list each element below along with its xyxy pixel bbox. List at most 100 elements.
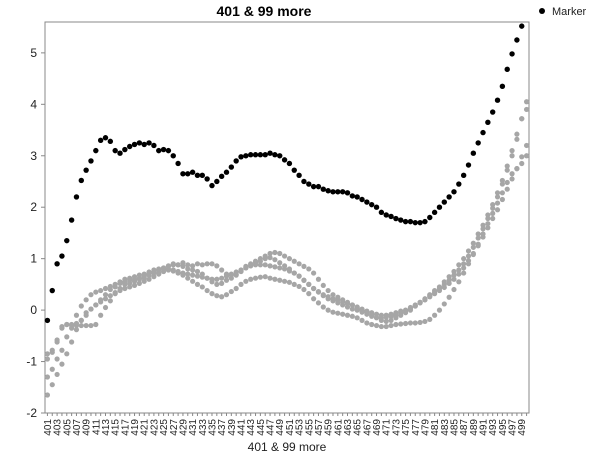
other-point <box>170 267 176 273</box>
other-point <box>93 321 99 328</box>
other-point <box>432 312 438 318</box>
other-point <box>141 271 147 277</box>
marker-point <box>112 147 118 154</box>
other-point <box>311 285 317 292</box>
other-point <box>160 265 167 271</box>
x-tick-label: 493 <box>488 419 499 436</box>
marker-point <box>456 181 462 187</box>
other-point <box>485 212 491 218</box>
other-point <box>359 317 365 323</box>
x-tick-label: 465 <box>353 419 364 436</box>
other-point <box>509 153 515 159</box>
plot-area-frame <box>44 21 530 414</box>
other-point <box>320 282 326 289</box>
other-point <box>301 277 307 283</box>
marker-point <box>431 209 438 216</box>
x-tick-label: 421 <box>140 419 151 436</box>
marker-point <box>378 209 385 216</box>
other-point <box>451 276 457 282</box>
other-point <box>311 296 317 302</box>
other-point <box>407 320 414 326</box>
other-point <box>219 275 225 281</box>
other-point <box>306 281 312 287</box>
x-tick-label: 467 <box>362 419 373 436</box>
legend[interactable]: Marker <box>539 6 587 18</box>
other-point <box>325 307 331 313</box>
marker-point <box>494 97 501 103</box>
x-tick-label: 407 <box>72 419 83 436</box>
other-point <box>499 190 505 196</box>
marker-point <box>446 194 452 200</box>
other-point <box>233 285 239 292</box>
marker-point <box>383 212 389 218</box>
x-tick-label: 443 <box>246 419 257 436</box>
other-point <box>44 356 51 362</box>
other-point <box>315 276 322 282</box>
y-tick-label: 2 <box>30 200 37 214</box>
marker-point <box>117 150 123 156</box>
marker-point <box>277 153 283 159</box>
other-point <box>69 321 75 328</box>
other-point <box>267 250 273 257</box>
other-point <box>204 261 210 267</box>
other-point <box>422 318 428 325</box>
other-point <box>219 267 225 273</box>
other-point <box>378 315 384 321</box>
other-point <box>417 319 423 326</box>
other-point <box>190 267 196 273</box>
other-point <box>59 323 65 330</box>
other-point <box>93 289 99 295</box>
other-point <box>393 321 399 328</box>
x-tick-label: 445 <box>256 419 267 436</box>
other-point <box>427 316 433 322</box>
other-point <box>44 392 51 398</box>
marker-point <box>54 261 60 267</box>
other-point <box>136 280 142 286</box>
other-point <box>514 136 520 142</box>
marker-point <box>286 160 293 167</box>
other-point <box>117 279 123 285</box>
other-point <box>335 310 341 316</box>
x-tick-label: 411 <box>91 419 102 435</box>
other-point <box>461 256 467 262</box>
other-point <box>456 267 462 273</box>
other-point <box>441 279 447 285</box>
other-point <box>257 256 263 262</box>
other-point <box>277 277 283 283</box>
marker-point <box>422 218 428 225</box>
marker-point <box>451 189 457 195</box>
other-point <box>475 231 481 237</box>
marker-point <box>180 171 186 177</box>
other-point <box>306 291 312 297</box>
x-tick-label: 417 <box>120 419 131 436</box>
other-point <box>49 382 55 388</box>
other-point <box>122 285 128 292</box>
other-point <box>131 282 138 289</box>
other-point <box>499 177 505 184</box>
x-tick-label: 489 <box>469 419 480 436</box>
other-point <box>456 271 462 277</box>
other-point <box>238 267 244 273</box>
marker-point <box>252 152 259 158</box>
other-point <box>267 263 273 269</box>
other-point <box>107 298 113 304</box>
other-point <box>98 299 104 305</box>
other-point <box>286 279 293 285</box>
other-point <box>465 258 472 264</box>
marker-point <box>470 150 477 156</box>
other-point <box>490 210 496 216</box>
other-point <box>83 312 89 318</box>
other-point <box>470 244 476 250</box>
x-tick-label: 413 <box>101 419 112 436</box>
x-tick-label: 415 <box>111 419 122 436</box>
other-point <box>209 261 215 267</box>
other-point <box>349 306 355 312</box>
other-point <box>364 311 370 317</box>
other-point <box>480 222 486 228</box>
other-point <box>131 274 138 280</box>
other-point <box>88 306 94 312</box>
marker-point <box>460 172 467 179</box>
marker-point <box>320 186 326 192</box>
x-tick-label: 459 <box>324 419 335 436</box>
